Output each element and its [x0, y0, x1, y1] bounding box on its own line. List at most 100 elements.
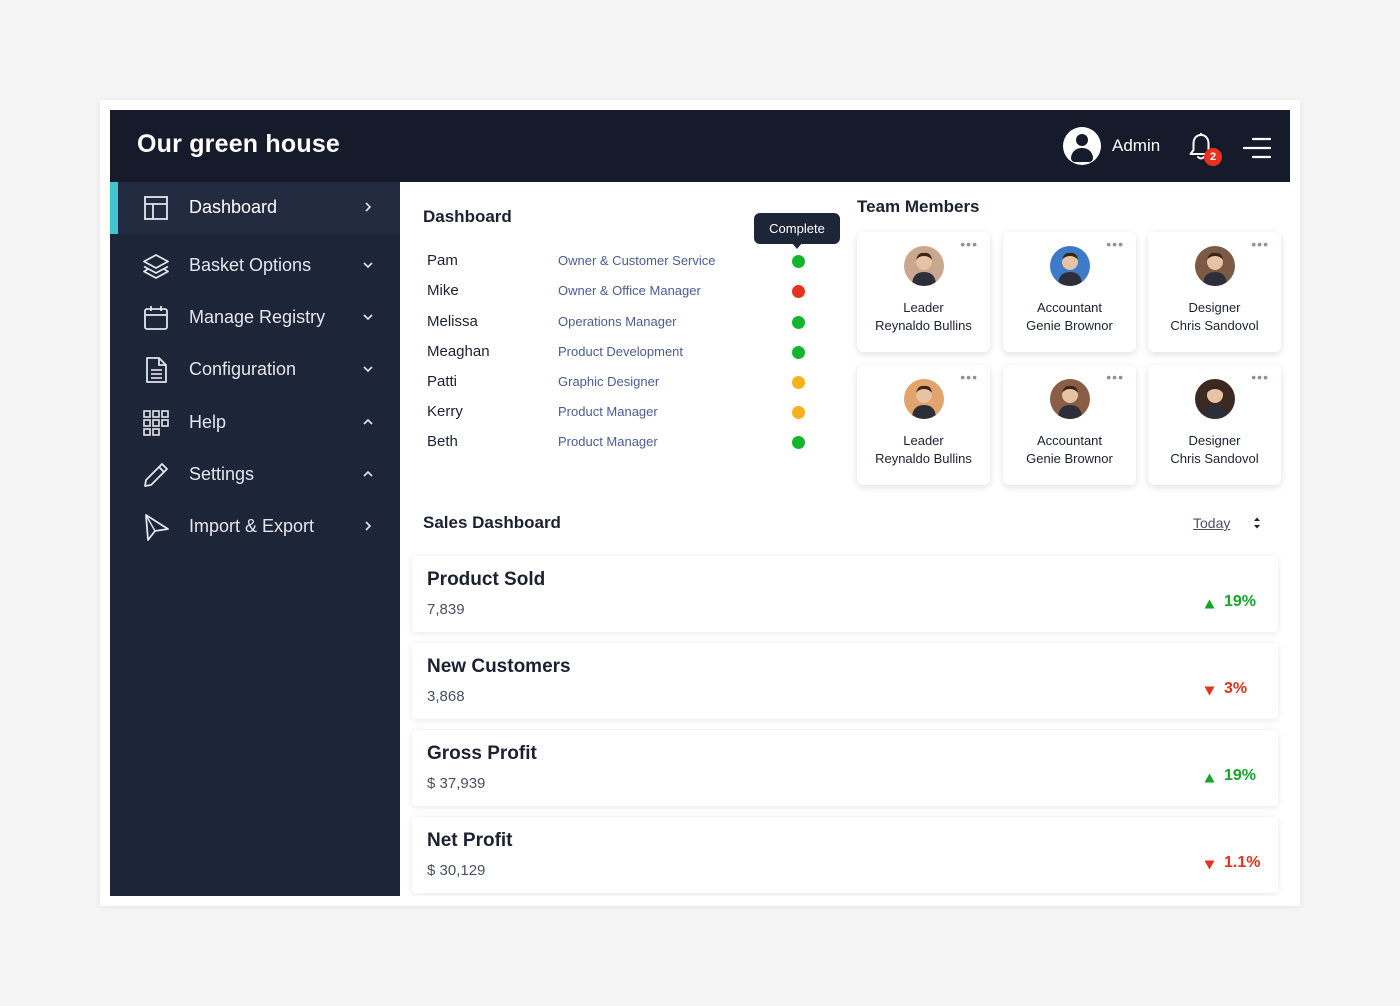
trend-icon	[1204, 773, 1215, 783]
team-member-role[interactable]: Product Manager	[558, 404, 658, 419]
chevron-up-icon	[363, 470, 373, 477]
user-label: Admin	[1112, 136, 1161, 155]
member-photo	[904, 379, 944, 419]
layout-icon	[144, 196, 168, 220]
status-dot[interactable]	[792, 285, 805, 298]
member-card[interactable]: ••• Designer Chris Sandovol	[1148, 232, 1281, 352]
sidebar-item-label: Manage Registry	[189, 307, 326, 327]
status-dot[interactable]	[792, 406, 805, 419]
sidebar-item-import-export[interactable]: Import & Export	[110, 501, 400, 553]
sales-card-new-customers: New Customers 3,868 3%	[412, 643, 1278, 719]
more-options-icon[interactable]: •••	[960, 369, 978, 385]
sidebar-item-dashboard[interactable]: Dashboard	[110, 182, 400, 234]
member-card[interactable]: ••• Accountant Genie Brownor	[1003, 365, 1136, 485]
sales-card-product-sold: Product Sold 7,839 19%	[412, 556, 1278, 632]
member-name: Reynaldo Bullins	[875, 318, 972, 333]
chevron-down-icon	[363, 314, 373, 321]
member-role: Accountant	[1036, 433, 1103, 448]
sales-card-title: New Customers	[427, 656, 571, 677]
period-select[interactable]: Today	[1193, 515, 1231, 531]
menu-icon	[1242, 137, 1272, 159]
sidebar-item-settings[interactable]: Settings	[110, 449, 400, 501]
member-role: Designer	[1188, 433, 1241, 448]
trend-icon	[1204, 686, 1215, 696]
team-members-title: Team Members	[857, 197, 980, 216]
more-options-icon[interactable]: •••	[1251, 369, 1269, 385]
hamburger-menu-button[interactable]	[1242, 135, 1272, 161]
chevron-down-icon	[363, 262, 373, 269]
sales-card-title: Net Profit	[427, 830, 513, 851]
more-options-icon[interactable]: •••	[1106, 369, 1124, 385]
sidebar-item-label: Help	[189, 412, 227, 432]
team-member-role[interactable]: Product Manager	[558, 434, 658, 449]
member-role: Leader	[903, 433, 944, 448]
team-member-name: Kerry	[427, 403, 463, 420]
team-member-role[interactable]: Owner & Customer Service	[558, 253, 716, 268]
status-dot[interactable]	[792, 255, 805, 268]
notifications-button[interactable]: 2	[1188, 132, 1222, 166]
team-member-role[interactable]: Graphic Designer	[558, 374, 660, 389]
status-dot[interactable]	[792, 346, 805, 359]
member-photo	[1050, 379, 1090, 419]
sales-card-value: $ 30,129	[427, 862, 486, 879]
status-tooltip: Complete	[754, 213, 840, 249]
member-card[interactable]: ••• Leader Reynaldo Bullins	[857, 365, 990, 485]
team-row: Meaghan Product Development	[427, 343, 827, 373]
member-name: Genie Brownor	[1026, 318, 1113, 333]
team-row: Melissa Operations Manager	[427, 313, 827, 343]
status-dot[interactable]	[792, 376, 805, 389]
team-row: Kerry Product Manager	[427, 403, 827, 433]
sidebar-item-manage-registry[interactable]: Manage Registry	[110, 292, 400, 344]
document-icon	[146, 357, 167, 383]
main-content: Dashboard Complete Pam Owner & Customer …	[400, 182, 1290, 896]
grid-icon	[143, 410, 169, 436]
layers-icon	[143, 254, 169, 279]
app-window: Our green house Admin 2	[110, 110, 1290, 896]
trend-icon	[1204, 860, 1215, 870]
sales-card-net-profit: Net Profit $ 30,129 1.1%	[412, 817, 1278, 893]
sidebar-item-label: Basket Options	[189, 255, 312, 275]
sales-card-change: 19%	[1224, 767, 1257, 784]
sidebar-item-label: Import & Export	[189, 516, 315, 536]
member-name: Reynaldo Bullins	[875, 451, 972, 466]
chevron-right-icon	[365, 202, 372, 212]
team-member-name: Meaghan	[427, 343, 490, 360]
team-member-role[interactable]: Owner & Office Manager	[558, 283, 701, 298]
sales-card-change: 3%	[1224, 680, 1248, 697]
user-menu[interactable]: Admin	[1063, 127, 1160, 165]
team-member-name: Melissa	[427, 313, 478, 330]
sidebar-item-configuration[interactable]: Configuration	[110, 344, 400, 396]
team-member-name: Beth	[427, 433, 458, 450]
calendar-icon	[144, 306, 168, 330]
member-card[interactable]: ••• Leader Reynaldo Bullins	[857, 232, 990, 352]
member-card[interactable]: ••• Designer Chris Sandovol	[1148, 365, 1281, 485]
sidebar-item-basket-options[interactable]: Basket Options	[110, 240, 400, 292]
top-bar: Our green house Admin 2	[110, 110, 1290, 182]
status-dot[interactable]	[792, 316, 805, 329]
sidebar-item-label: Dashboard	[189, 197, 278, 217]
team-row: Beth Product Manager	[427, 433, 827, 463]
more-options-icon[interactable]: •••	[1251, 236, 1269, 252]
team-member-name: Pam	[427, 252, 458, 269]
member-photo	[1195, 246, 1235, 286]
trend-icon	[1204, 599, 1215, 609]
pencil-icon	[144, 463, 168, 487]
member-name: Genie Brownor	[1026, 451, 1113, 466]
bell-icon	[1189, 133, 1213, 160]
member-card[interactable]: ••• Accountant Genie Brownor	[1003, 232, 1136, 352]
team-member-name: Patti	[427, 373, 458, 390]
sales-card-value: $ 37,939	[427, 775, 486, 792]
team-row: Patti Graphic Designer	[427, 373, 827, 403]
team-member-role[interactable]: Operations Manager	[558, 314, 677, 329]
team-member-role[interactable]: Product Development	[558, 344, 684, 359]
sales-card-title: Gross Profit	[427, 743, 537, 764]
sidebar-item-help[interactable]: Help	[110, 397, 400, 449]
app-title: Our green house	[137, 130, 341, 158]
team-member-name: Mike	[427, 282, 459, 299]
member-photo	[1195, 379, 1235, 419]
sort-arrows-icon[interactable]	[1253, 516, 1261, 530]
more-options-icon[interactable]: •••	[1106, 236, 1124, 252]
more-options-icon[interactable]: •••	[960, 236, 978, 252]
status-dot[interactable]	[792, 436, 805, 449]
chevron-down-icon	[363, 366, 373, 373]
